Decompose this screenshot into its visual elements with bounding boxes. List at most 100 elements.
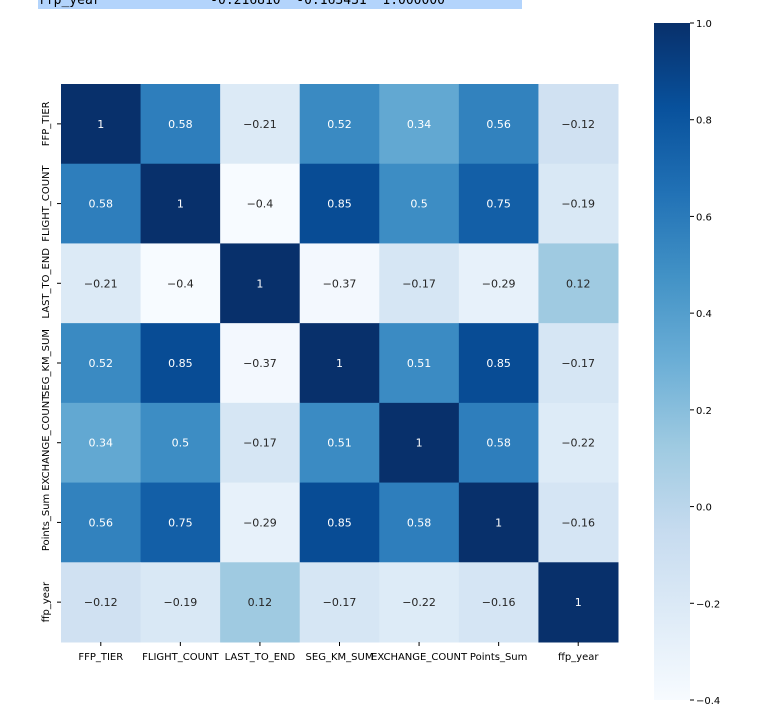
cell-annotation: 0.85 xyxy=(327,198,352,211)
y-tick-label: Points_Sum xyxy=(41,494,52,551)
cell-annotation: 0.5 xyxy=(172,437,190,450)
heatmap-cell xyxy=(299,402,380,484)
heatmap-cell xyxy=(140,402,221,484)
heatmap-cell xyxy=(538,163,619,244)
cell-annotation: −0.4 xyxy=(247,198,274,211)
heatmap-cell xyxy=(61,243,142,324)
cell-annotation: −0.21 xyxy=(243,118,277,131)
cell-annotation: −0.17 xyxy=(243,437,277,450)
cell-annotation: −0.16 xyxy=(561,516,595,529)
colorbar-tick-label: 0.2 xyxy=(696,406,712,417)
x-tick-label: FLIGHT_COUNT xyxy=(142,652,219,663)
heatmap-cell xyxy=(458,243,539,324)
cell-annotation: 0.85 xyxy=(327,516,352,529)
cell-annotation: −0.22 xyxy=(402,596,436,609)
heatmap-cell xyxy=(61,402,142,484)
heatmap-cell xyxy=(61,562,142,643)
y-tick-label: FLIGHT_COUNT xyxy=(41,164,52,241)
cell-annotation: 1 xyxy=(256,277,263,290)
heatmap-cell xyxy=(220,84,301,165)
heatmap-cell xyxy=(379,163,460,244)
cell-annotation: −0.22 xyxy=(561,437,595,450)
heatmap-cell xyxy=(458,562,539,643)
heatmap-cell xyxy=(458,163,539,244)
heatmap-cell xyxy=(220,323,301,404)
heatmap-cell xyxy=(458,482,539,563)
heatmap-cell xyxy=(220,482,301,563)
heatmap-cell xyxy=(458,323,539,404)
cell-annotation: −0.12 xyxy=(561,118,595,131)
cell-annotation: 0.52 xyxy=(89,357,114,370)
cell-annotation: 1 xyxy=(336,357,343,370)
heatmap-cell xyxy=(299,84,380,165)
x-tick-label: EXCHANGE_COUNT xyxy=(371,652,468,663)
cell-annotation: 1 xyxy=(416,437,423,450)
heatmap-cell xyxy=(61,482,142,563)
cell-annotation: 0.56 xyxy=(89,516,114,529)
heatmap-cell xyxy=(538,562,619,643)
cell-annotation: 0.85 xyxy=(168,357,193,370)
heatmap-cell xyxy=(379,84,460,165)
cell-annotation: −0.4 xyxy=(167,277,194,290)
cell-annotation: 0.75 xyxy=(168,516,193,529)
x-tick-label: SEG_KM_SUM xyxy=(306,652,374,663)
cell-annotation: −0.19 xyxy=(561,198,595,211)
heatmap-cell xyxy=(538,482,619,563)
y-tick-label: LAST_TO_END xyxy=(41,248,52,319)
heatmap-cell xyxy=(220,243,301,324)
heatmap-cell xyxy=(379,243,460,324)
cell-annotation: −0.17 xyxy=(323,596,357,609)
y-tick-label: ffp_year xyxy=(41,581,52,622)
heatmap-cell xyxy=(538,243,619,324)
heatmap-cell xyxy=(140,84,221,165)
colorbar-tick-label: 0.8 xyxy=(696,116,712,127)
heatmap-cell xyxy=(220,402,301,484)
heatmap-cell xyxy=(538,323,619,404)
cell-annotation: 0.34 xyxy=(89,437,114,450)
cell-annotation: 1 xyxy=(495,516,502,529)
heatmap-cell xyxy=(61,323,142,404)
heatmap-cell xyxy=(299,562,380,643)
colorbar-tick-label: 0.4 xyxy=(696,309,712,320)
cell-annotation: 0.12 xyxy=(248,596,273,609)
cell-annotation: −0.17 xyxy=(561,357,595,370)
cell-annotation: 0.52 xyxy=(327,118,352,131)
cell-annotation: −0.12 xyxy=(84,596,118,609)
x-tick-label: LAST_TO_END xyxy=(225,652,296,663)
heatmap-cell xyxy=(299,163,380,244)
cell-annotation: 0.58 xyxy=(168,118,193,131)
cell-annotation: 1 xyxy=(97,118,104,131)
cell-annotation: 1 xyxy=(575,596,582,609)
heatmap-cell xyxy=(458,84,539,165)
heatmap-cell xyxy=(538,402,619,484)
console-output-line: ffp_year -0.216810 -0.163431 1.000000 xyxy=(38,0,522,9)
colorbar xyxy=(654,23,690,700)
heatmap-cell xyxy=(140,482,221,563)
heatmap-cell xyxy=(458,402,539,484)
cell-annotation: 0.58 xyxy=(89,198,114,211)
x-tick-label: ffp_year xyxy=(558,652,599,663)
cell-annotation: 0.75 xyxy=(486,198,511,211)
cell-annotation: −0.21 xyxy=(84,277,118,290)
x-tick-label: Points_Sum xyxy=(470,652,527,663)
y-tick-label: FFP_TIER xyxy=(41,101,52,146)
cell-annotation: 0.58 xyxy=(486,437,511,450)
heatmap-cell xyxy=(220,163,301,244)
heatmap-cell xyxy=(220,562,301,643)
heatmap-cell xyxy=(140,243,221,324)
cell-annotation: −0.29 xyxy=(482,277,516,290)
colorbar-tick-label: 0.0 xyxy=(696,503,712,514)
cell-annotation: 0.12 xyxy=(566,277,591,290)
cell-annotation: 0.5 xyxy=(410,198,428,211)
heatmap-cell xyxy=(299,482,380,563)
y-tick-label: EXCHANGE_COUNT xyxy=(41,394,52,491)
cell-annotation: −0.29 xyxy=(243,516,277,529)
heatmap-cell xyxy=(61,84,142,165)
cell-annotation: −0.19 xyxy=(163,596,197,609)
cell-annotation: 0.51 xyxy=(407,357,432,370)
cell-annotation: −0.16 xyxy=(482,596,516,609)
colorbar-tick-label: −0.2 xyxy=(696,599,720,610)
y-tick-label: SEG_KM_SUM xyxy=(41,329,52,397)
heatmap-cell xyxy=(379,402,460,484)
colorbar-tick-label: 1.0 xyxy=(696,19,712,30)
